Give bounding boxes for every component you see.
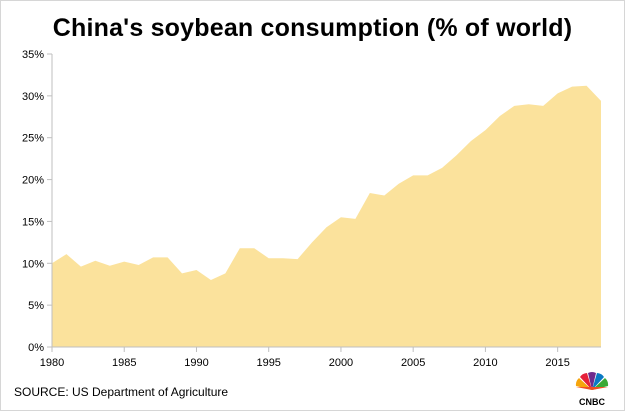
x-tick-label: 1990 [184, 357, 208, 369]
cnbc-logo: CNBC [570, 368, 614, 413]
y-tick-label: 0% [28, 342, 44, 354]
x-tick-label: 2010 [473, 357, 497, 369]
nbc-peacock-icon: CNBC [570, 368, 614, 408]
x-tick-label: 1995 [256, 357, 280, 369]
x-tick-label: 2000 [329, 357, 353, 369]
y-tick-label: 5% [28, 300, 44, 312]
y-tick-label: 25% [22, 133, 44, 145]
x-tick-label: 2015 [545, 357, 569, 369]
x-tick-label: 2005 [401, 357, 425, 369]
y-tick-label: 30% [22, 91, 44, 103]
x-tick-label: 1980 [40, 357, 64, 369]
x-tick-label: 1985 [112, 357, 136, 369]
y-tick-label: 20% [22, 175, 44, 187]
y-tick-label: 10% [22, 258, 44, 270]
logo-text: CNBC [579, 397, 605, 407]
y-tick-label: 15% [22, 216, 44, 228]
plot-area [52, 86, 601, 347]
x-axis: 1980 1985 1990 1995 2000 2005 2010 2015 [40, 347, 601, 369]
y-axis: 0% 5% 10% 15% 20% 25% 30% 35% [22, 49, 52, 354]
area-series-0 [52, 86, 601, 347]
y-tick-label: 35% [22, 49, 44, 61]
source-note: SOURCE: US Department of Agriculture [14, 385, 228, 399]
